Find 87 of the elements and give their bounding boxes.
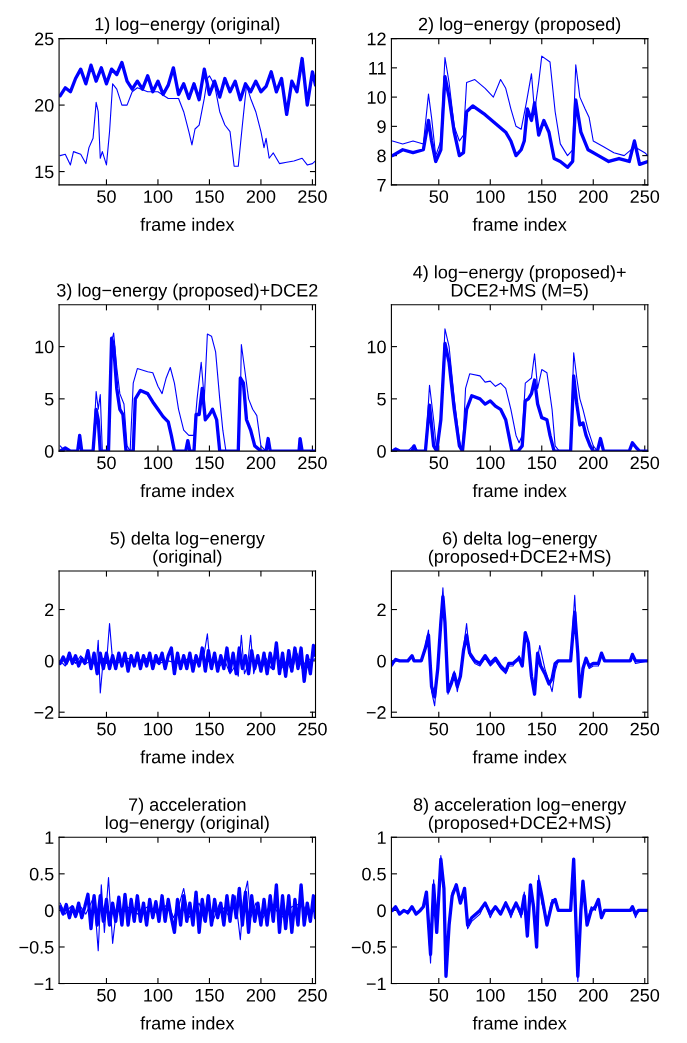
x-tick-label: 200	[246, 190, 276, 203]
y-tick-label: 0.5	[29, 867, 54, 881]
x-tick-label: 100	[144, 988, 173, 1002]
y-tick-label: −0.5	[19, 940, 54, 954]
x-tick-label: 200	[579, 456, 608, 470]
y-tick-label: 11	[369, 61, 386, 75]
x-tick-label: 250	[298, 456, 327, 470]
y-tick-label: 0	[44, 445, 54, 458]
x-tick-label: 200	[579, 190, 608, 203]
chart-title: 8) acceleration log−energy (proposed+DCE2+MS)	[413, 797, 627, 833]
x-tick-label: 100	[144, 190, 173, 203]
x-tick-label: 150	[528, 988, 557, 1002]
x-tick-label: 100	[476, 988, 505, 1002]
y-tick-label: −1	[34, 977, 54, 991]
x-tick-label: 250	[298, 722, 327, 736]
x-tick-label: 50	[97, 190, 116, 203]
x-axis-title: frame index	[472, 483, 567, 498]
x-tick-label: 200	[246, 988, 276, 1002]
x-axis-title: frame index	[472, 1016, 567, 1030]
y-tick-label: 1	[45, 831, 54, 844]
y-tick-label: 9	[377, 120, 386, 134]
x-tick-label: 100	[476, 456, 505, 470]
x-tick-label: 250	[630, 456, 660, 470]
x-tick-label: 100	[476, 190, 505, 203]
x-tick-label: 200	[246, 722, 276, 736]
y-tick-label: 0	[377, 654, 386, 668]
y-tick-label: 10	[367, 91, 386, 104]
x-tick-label: 100	[476, 722, 505, 736]
x-tick-label: 50	[97, 722, 116, 736]
y-tick-label: 25	[35, 32, 54, 46]
x-tick-label: 150	[528, 456, 557, 470]
x-tick-label: 250	[630, 988, 660, 1002]
y-tick-label: −1	[366, 977, 386, 991]
x-tick-label: 200	[579, 722, 608, 736]
x-tick-label: 150	[528, 722, 557, 736]
y-tick-label: 12	[367, 32, 386, 46]
x-tick-label: 50	[429, 722, 449, 736]
x-axis-title: frame index	[140, 750, 235, 764]
chart-title: 1) log−energy (original)	[95, 17, 280, 34]
x-tick-label: 200	[579, 988, 608, 1002]
x-tick-label: 250	[630, 190, 660, 203]
y-tick-label: 0	[377, 904, 386, 918]
x-axis-title: frame index	[140, 483, 235, 498]
y-tick-label: 10	[35, 340, 54, 354]
x-axis-title: frame index	[140, 1016, 235, 1030]
x-tick-label: 50	[429, 456, 449, 470]
chart-title: 6) delta log−energy (proposed+DCE2+MS)	[428, 531, 611, 567]
y-tick-label: 0.5	[362, 867, 386, 881]
x-tick-label: 150	[195, 456, 224, 470]
x-tick-label: 150	[195, 722, 224, 736]
x-tick-label: 50	[97, 988, 116, 1002]
y-tick-label: 0	[44, 654, 54, 668]
y-tick-label: 5	[44, 392, 54, 406]
x-tick-label: 200	[246, 456, 276, 470]
x-tick-label: 250	[298, 190, 327, 203]
chart-title: 7) acceleration log−energy (original)	[105, 797, 269, 833]
y-tick-label: 1	[377, 831, 386, 844]
x-tick-label: 150	[528, 190, 557, 203]
y-tick-label: 0	[44, 904, 54, 918]
x-axis-title: frame index	[472, 217, 567, 231]
x-tick-label: 150	[195, 988, 224, 1002]
x-tick-label: 250	[298, 988, 327, 1002]
x-tick-label: 250	[630, 722, 660, 736]
x-tick-label: 100	[144, 722, 173, 736]
y-tick-label: 8	[377, 149, 386, 163]
y-tick-label: 7	[377, 178, 386, 192]
x-tick-label: 50	[429, 190, 449, 203]
y-tick-label: −0.5	[351, 940, 386, 954]
chart-title: 3) log−energy (proposed)+DCE2	[57, 283, 318, 301]
x-tick-label: 50	[97, 456, 116, 470]
x-tick-label: 100	[144, 456, 173, 470]
y-tick-label: −2	[366, 706, 386, 719]
y-tick-label: 15	[35, 165, 54, 179]
y-tick-label: 20	[35, 99, 54, 112]
y-tick-label: −2	[34, 706, 54, 719]
y-tick-label: 0	[377, 445, 386, 458]
x-axis-title: frame index	[472, 750, 567, 764]
chart-title: 4) log−energy (proposed)+ DCE2+MS (M=5)	[413, 265, 626, 301]
y-tick-label: 5	[377, 392, 386, 406]
y-tick-label: 2	[377, 603, 386, 617]
x-axis-title: frame index	[140, 217, 235, 231]
x-tick-label: 50	[429, 988, 449, 1002]
chart-title: 2) log−energy (proposed)	[418, 17, 621, 34]
y-tick-label: 2	[45, 603, 54, 617]
y-tick-label: 10	[367, 340, 386, 354]
x-tick-label: 150	[195, 190, 224, 203]
chart-title: 5) delta log−energy (original)	[110, 531, 265, 567]
